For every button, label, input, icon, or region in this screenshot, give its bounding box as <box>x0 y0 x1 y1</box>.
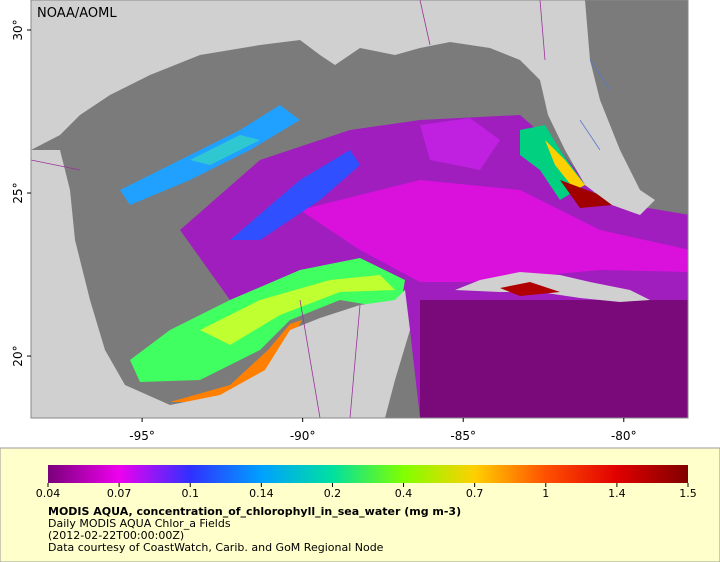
colorbar-label: 1.5 <box>679 487 697 500</box>
legend-line: (2012-02-22T00:00:00Z) <box>48 529 184 542</box>
watermark: NOAA/AOML <box>37 6 117 21</box>
legend-title: MODIS AQUA, concentration_of_chlorophyll… <box>48 505 461 518</box>
colorbar-label: 0.14 <box>249 487 274 500</box>
lon-label: -85° <box>450 429 476 443</box>
legend-line: Data courtesy of CoastWatch, Carib. and … <box>48 541 384 554</box>
lon-label: -95° <box>129 429 155 443</box>
map: NOAA/AOML <box>31 0 688 418</box>
colorbar-label: 0.7 <box>466 487 484 500</box>
legend-line: Daily MODIS AQUA Chlor_a Fields <box>48 517 231 530</box>
colorbar-label: 0.2 <box>324 487 342 500</box>
lon-label: -80° <box>611 429 637 443</box>
map-frame <box>30 0 689 419</box>
colorbar-label: 1.4 <box>608 487 626 500</box>
lat-label: 20° <box>11 345 25 366</box>
colorbar-label: 0.4 <box>395 487 413 500</box>
colorbar-label: 1 <box>542 487 549 500</box>
colorbar-label: 0.04 <box>36 487 61 500</box>
colorbar-label: 0.07 <box>107 487 132 500</box>
colorbar <box>48 465 688 483</box>
lon-label: -90° <box>290 429 316 443</box>
lat-label: 25° <box>11 182 25 203</box>
colorbar-label: 0.1 <box>181 487 199 500</box>
lat-label: 30° <box>11 19 25 40</box>
